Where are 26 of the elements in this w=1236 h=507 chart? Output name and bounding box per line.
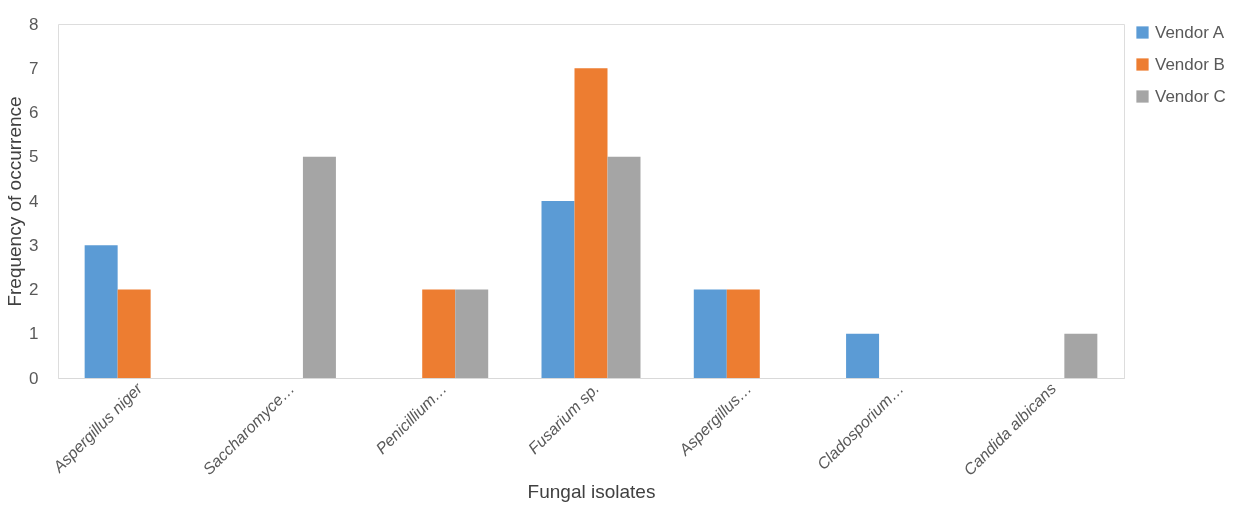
y-tick-label: 3 xyxy=(29,235,39,255)
bar xyxy=(574,68,608,378)
legend-label: Vendor C xyxy=(1155,86,1226,106)
legend-label: Vendor B xyxy=(1155,54,1225,74)
x-axis-title: Fungal isolates xyxy=(527,480,656,502)
y-tick-label: 2 xyxy=(29,280,39,299)
bar xyxy=(84,245,118,378)
y-tick-label: 5 xyxy=(29,147,39,167)
bar xyxy=(117,289,151,378)
y-tick-label: 8 xyxy=(29,14,39,34)
bar xyxy=(422,289,456,378)
bar xyxy=(1064,333,1098,378)
bar xyxy=(846,333,880,378)
bar xyxy=(726,289,760,378)
y-tick-label: 7 xyxy=(29,58,39,78)
legend-label: Vendor A xyxy=(1155,22,1225,42)
y-axis-title: Frequency of occurrence xyxy=(4,96,26,307)
bar xyxy=(693,289,727,378)
y-tick-label: 1 xyxy=(29,324,39,344)
bar xyxy=(455,289,489,378)
bar xyxy=(607,156,641,378)
y-tick-label: 0 xyxy=(29,368,39,388)
bar xyxy=(541,201,575,378)
y-tick-label: 4 xyxy=(29,191,39,211)
y-tick-label: 6 xyxy=(29,103,39,122)
bar xyxy=(302,156,336,378)
